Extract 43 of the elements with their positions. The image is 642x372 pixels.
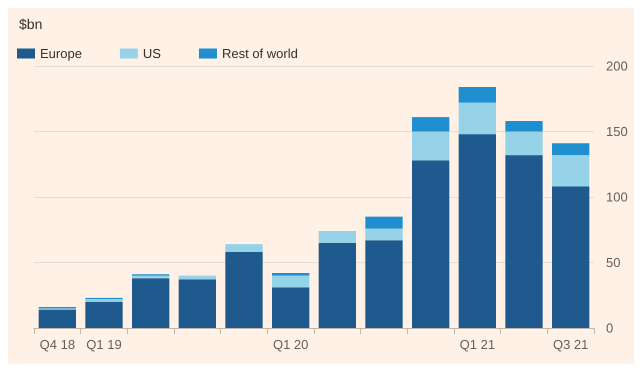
bar	[458, 134, 496, 328]
bar	[552, 143, 590, 156]
legend-label: US	[142, 46, 162, 61]
x-tick-label: Q4 18	[40, 337, 76, 352]
bar	[178, 280, 216, 328]
bar	[365, 228, 403, 240]
bar	[505, 155, 543, 328]
bar	[412, 160, 450, 328]
y-tick-label: 200	[606, 58, 628, 74]
bar	[318, 231, 356, 243]
x-tick-label: Q1 20	[272, 337, 308, 352]
bar	[552, 155, 590, 187]
bar	[38, 310, 76, 328]
bar	[505, 121, 543, 132]
y-tick-label: 100	[606, 190, 628, 204]
bar	[412, 132, 450, 160]
x-tick-label: Q1 21	[460, 337, 496, 352]
y-tick-label: 50	[606, 255, 620, 270]
bar	[132, 276, 170, 278]
bar	[365, 240, 403, 328]
bar	[225, 244, 263, 252]
x-tick-label: Q1 19	[86, 337, 122, 352]
bar	[132, 278, 170, 328]
y-axis-title: $bn	[19, 16, 42, 32]
bar	[85, 299, 123, 302]
bar	[272, 276, 310, 288]
bar	[458, 102, 496, 134]
legend-label: Rest of world	[222, 46, 298, 61]
bar	[272, 287, 310, 328]
bar	[85, 302, 123, 328]
bar	[225, 252, 263, 328]
bar	[412, 117, 450, 132]
y-tick-label: 150	[606, 124, 628, 139]
bar	[365, 216, 403, 228]
bar	[318, 242, 356, 328]
legend-label: Europe	[40, 46, 82, 61]
bar	[178, 276, 216, 280]
x-tick-label: Q3 21	[552, 337, 588, 352]
bar	[505, 132, 543, 156]
bar	[272, 272, 310, 276]
bar	[552, 186, 590, 328]
y-tick-label: 0	[606, 320, 614, 336]
bar	[458, 86, 496, 103]
